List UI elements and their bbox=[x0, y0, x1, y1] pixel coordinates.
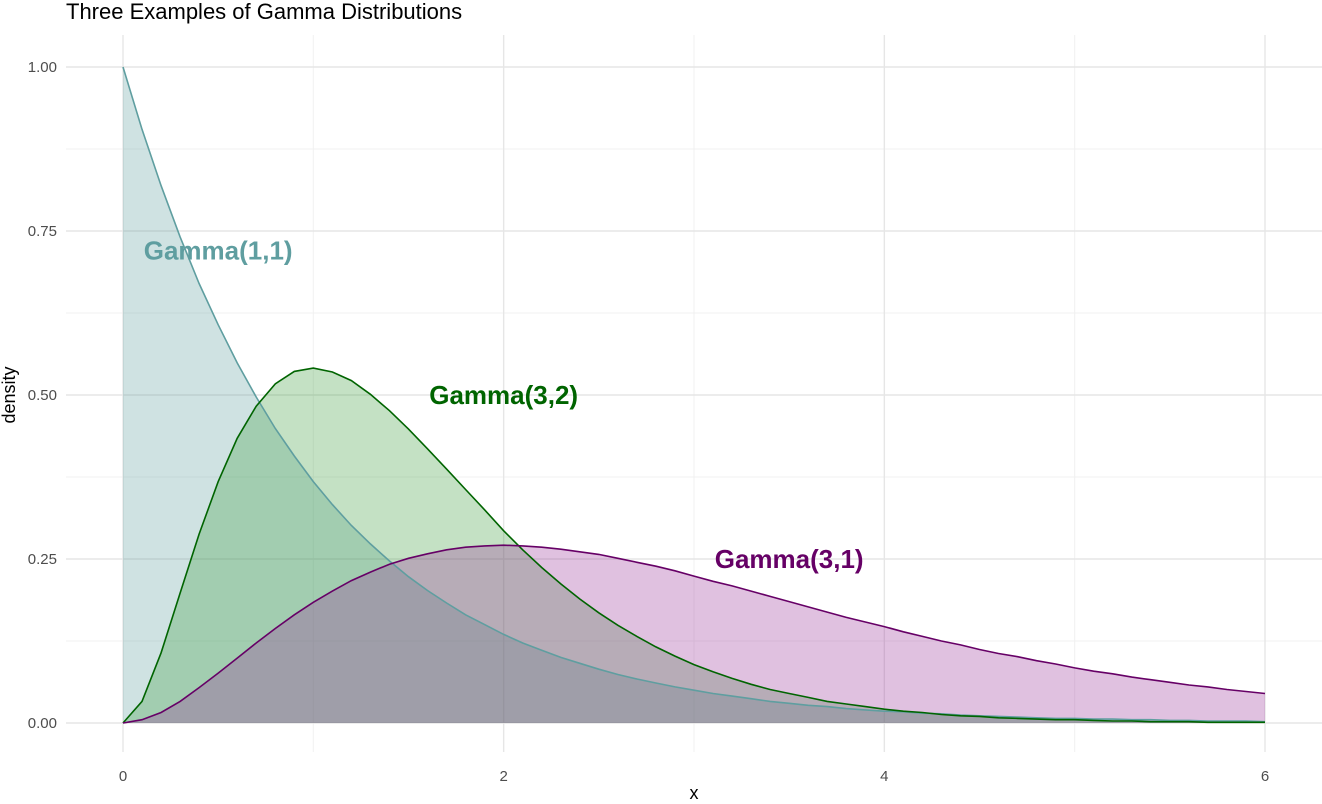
x-tick-label: 2 bbox=[499, 768, 507, 785]
line-gamma-3-2 bbox=[122, 367, 1265, 724]
label-gamma-3-1: Gamma(3,1) bbox=[715, 544, 864, 574]
chart-title: Three Examples of Gamma Distributions bbox=[66, 0, 462, 24]
area-gamma-3-2 bbox=[123, 368, 1265, 723]
series-labels: Gamma(1,1) Gamma(3,2) Gamma(3,1) bbox=[144, 236, 864, 574]
line-gamma-1-1 bbox=[122, 66, 1266, 723]
x-axis-title: x bbox=[690, 783, 699, 803]
plot-grid bbox=[66, 35, 1322, 752]
line-gamma-3-1 bbox=[122, 544, 1266, 724]
y-tick-label: 0.75 bbox=[28, 223, 57, 240]
label-gamma-1-1: Gamma(1,1) bbox=[144, 236, 293, 266]
y-tick-label: 0.50 bbox=[28, 387, 57, 404]
label-gamma-3-2: Gamma(3,2) bbox=[429, 380, 578, 410]
x-tick-label: 4 bbox=[880, 768, 888, 785]
y-tick-label: 0.00 bbox=[28, 715, 57, 732]
axis-ticks: 0.00 0.25 0.50 0.75 1.00 0 2 4 6 bbox=[28, 59, 1269, 785]
y-tick-label: 1.00 bbox=[28, 59, 57, 76]
y-axis-title: density bbox=[0, 366, 19, 423]
density-lines bbox=[122, 66, 1266, 724]
area-gamma-3-1 bbox=[123, 545, 1265, 723]
x-tick-label: 6 bbox=[1261, 768, 1269, 785]
y-tick-label: 0.25 bbox=[28, 551, 57, 568]
x-tick-label: 0 bbox=[119, 768, 127, 785]
